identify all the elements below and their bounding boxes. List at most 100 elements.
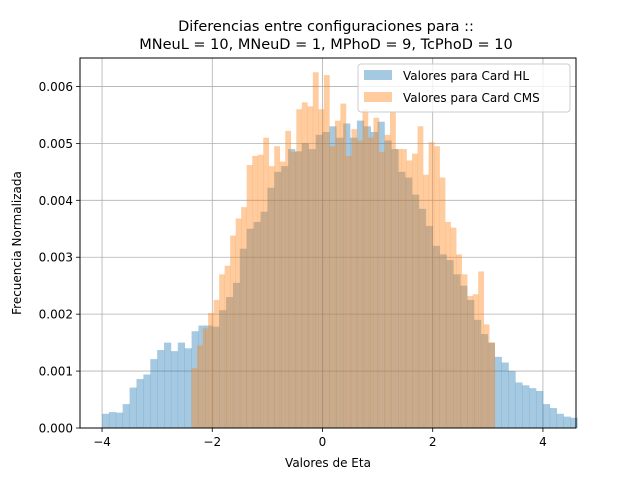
histogram-bar bbox=[191, 331, 199, 428]
histogram-bar bbox=[367, 137, 374, 428]
histogram-bar bbox=[384, 140, 392, 429]
y-tick-label: 0.000 bbox=[39, 422, 73, 436]
histogram-bar bbox=[515, 382, 523, 428]
histogram-bar bbox=[401, 149, 407, 428]
histogram-bar bbox=[363, 126, 372, 428]
histogram-bar bbox=[198, 325, 206, 428]
histogram-bar bbox=[391, 149, 399, 428]
histogram-bar bbox=[446, 260, 454, 428]
histogram-bar bbox=[536, 391, 544, 428]
histogram-bar bbox=[184, 348, 192, 428]
histogram-bar bbox=[281, 166, 289, 428]
histogram-bar bbox=[373, 117, 380, 429]
histogram-bar bbox=[508, 371, 516, 428]
histogram-bar bbox=[329, 126, 337, 428]
histogram-bar bbox=[450, 227, 457, 428]
x-tick-label: −4 bbox=[93, 435, 111, 449]
histogram-bar bbox=[489, 342, 496, 428]
histogram-bar bbox=[177, 342, 186, 428]
histogram-bar bbox=[522, 385, 530, 428]
histogram-bar bbox=[224, 265, 231, 428]
histogram-bar bbox=[170, 351, 179, 428]
histogram-bar bbox=[472, 294, 479, 428]
histogram-bar bbox=[423, 174, 429, 428]
histogram-bar bbox=[285, 130, 292, 429]
histogram-bar bbox=[370, 132, 378, 428]
histogram-bar bbox=[296, 109, 303, 428]
y-tick-label: 0.003 bbox=[39, 251, 73, 265]
axis-ticks: −4 −2 0 2 4 0.000 0.001 0.002 0.003 0.004 0.005 0.0… bbox=[39, 80, 547, 449]
histogram-bar bbox=[483, 324, 490, 428]
y-axis-label: Frecuencia Normalizada bbox=[10, 171, 24, 315]
histogram-bar bbox=[412, 153, 418, 428]
histogram-bar bbox=[205, 325, 213, 428]
histogram-bar bbox=[343, 123, 351, 429]
histogram-bar bbox=[213, 299, 220, 428]
histogram-bar bbox=[312, 72, 319, 428]
histogram-bar bbox=[239, 248, 248, 428]
chart-title-line2: MNeuL = 10, MNeuD = 1, MPhoD = 9, TcPhoD… bbox=[139, 37, 512, 53]
histogram-bar bbox=[191, 368, 198, 428]
histogram-bar bbox=[323, 75, 330, 428]
histogram-bar bbox=[456, 254, 462, 428]
histogram-bar bbox=[351, 129, 358, 428]
histogram-bar bbox=[318, 109, 325, 428]
histogram-bar bbox=[157, 350, 165, 428]
histogram-bar bbox=[570, 417, 578, 428]
legend-label-hl: Valores para Card HL bbox=[403, 69, 529, 83]
histogram-bar bbox=[377, 121, 385, 428]
histogram-bar bbox=[232, 282, 241, 428]
histogram-bar bbox=[334, 120, 341, 429]
histogram-bar bbox=[390, 112, 396, 428]
histogram-bar bbox=[202, 328, 209, 428]
histogram-bar bbox=[556, 413, 564, 428]
histogram-bar bbox=[279, 161, 286, 428]
histogram-bar bbox=[115, 412, 124, 428]
histogram-bar bbox=[219, 310, 227, 428]
histogram-bar bbox=[246, 228, 254, 428]
y-tick-label: 0.005 bbox=[39, 137, 73, 151]
histogram-bar bbox=[461, 274, 468, 428]
histogram-bar bbox=[274, 146, 281, 429]
histogram-bar bbox=[267, 187, 275, 428]
histogram-bar bbox=[274, 171, 282, 428]
legend-swatch-cms bbox=[364, 92, 392, 102]
legend-box bbox=[357, 63, 571, 113]
histogram-bar bbox=[260, 211, 268, 428]
histogram-bar bbox=[345, 155, 352, 428]
histogram-bar bbox=[428, 142, 435, 428]
x-axis-label: Valores de Eta bbox=[285, 456, 371, 470]
histogram-bar bbox=[453, 274, 461, 428]
histogram-bar bbox=[241, 207, 248, 428]
series-cms-bars bbox=[191, 72, 496, 429]
histogram-bar bbox=[322, 132, 330, 428]
y-tick-label: 0.001 bbox=[39, 365, 73, 379]
histogram-bar bbox=[439, 254, 447, 428]
series-hl-bars bbox=[102, 120, 578, 429]
histogram-bar bbox=[263, 137, 270, 428]
histogram-bar bbox=[226, 297, 234, 428]
histogram-bar bbox=[494, 356, 502, 428]
plot-frame bbox=[79, 57, 577, 429]
histogram-bar bbox=[143, 374, 151, 428]
y-tick-label: 0.002 bbox=[39, 308, 73, 322]
histogram-bar bbox=[549, 408, 558, 428]
y-tick-label: 0.006 bbox=[39, 80, 73, 94]
histogram-bar bbox=[398, 171, 406, 428]
histogram-bar bbox=[395, 149, 402, 428]
x-tick-label: 4 bbox=[539, 435, 547, 449]
histogram-bar bbox=[467, 295, 473, 428]
histogram-bar bbox=[208, 313, 214, 428]
histogram-bars bbox=[102, 72, 578, 429]
histogram-bar bbox=[294, 151, 303, 428]
histogram-bar bbox=[336, 137, 344, 428]
histogram-bar bbox=[136, 379, 144, 428]
histogram-bar bbox=[253, 221, 261, 428]
legend: Valores para Card HL Valores para Card C… bbox=[357, 63, 571, 113]
chart-title-line1: Diferencias entre configuraciones para :… bbox=[178, 19, 474, 35]
histogram-bar bbox=[246, 165, 253, 428]
histogram-bar bbox=[467, 299, 475, 428]
histogram-bar bbox=[460, 285, 468, 428]
histogram-bar bbox=[501, 362, 509, 428]
